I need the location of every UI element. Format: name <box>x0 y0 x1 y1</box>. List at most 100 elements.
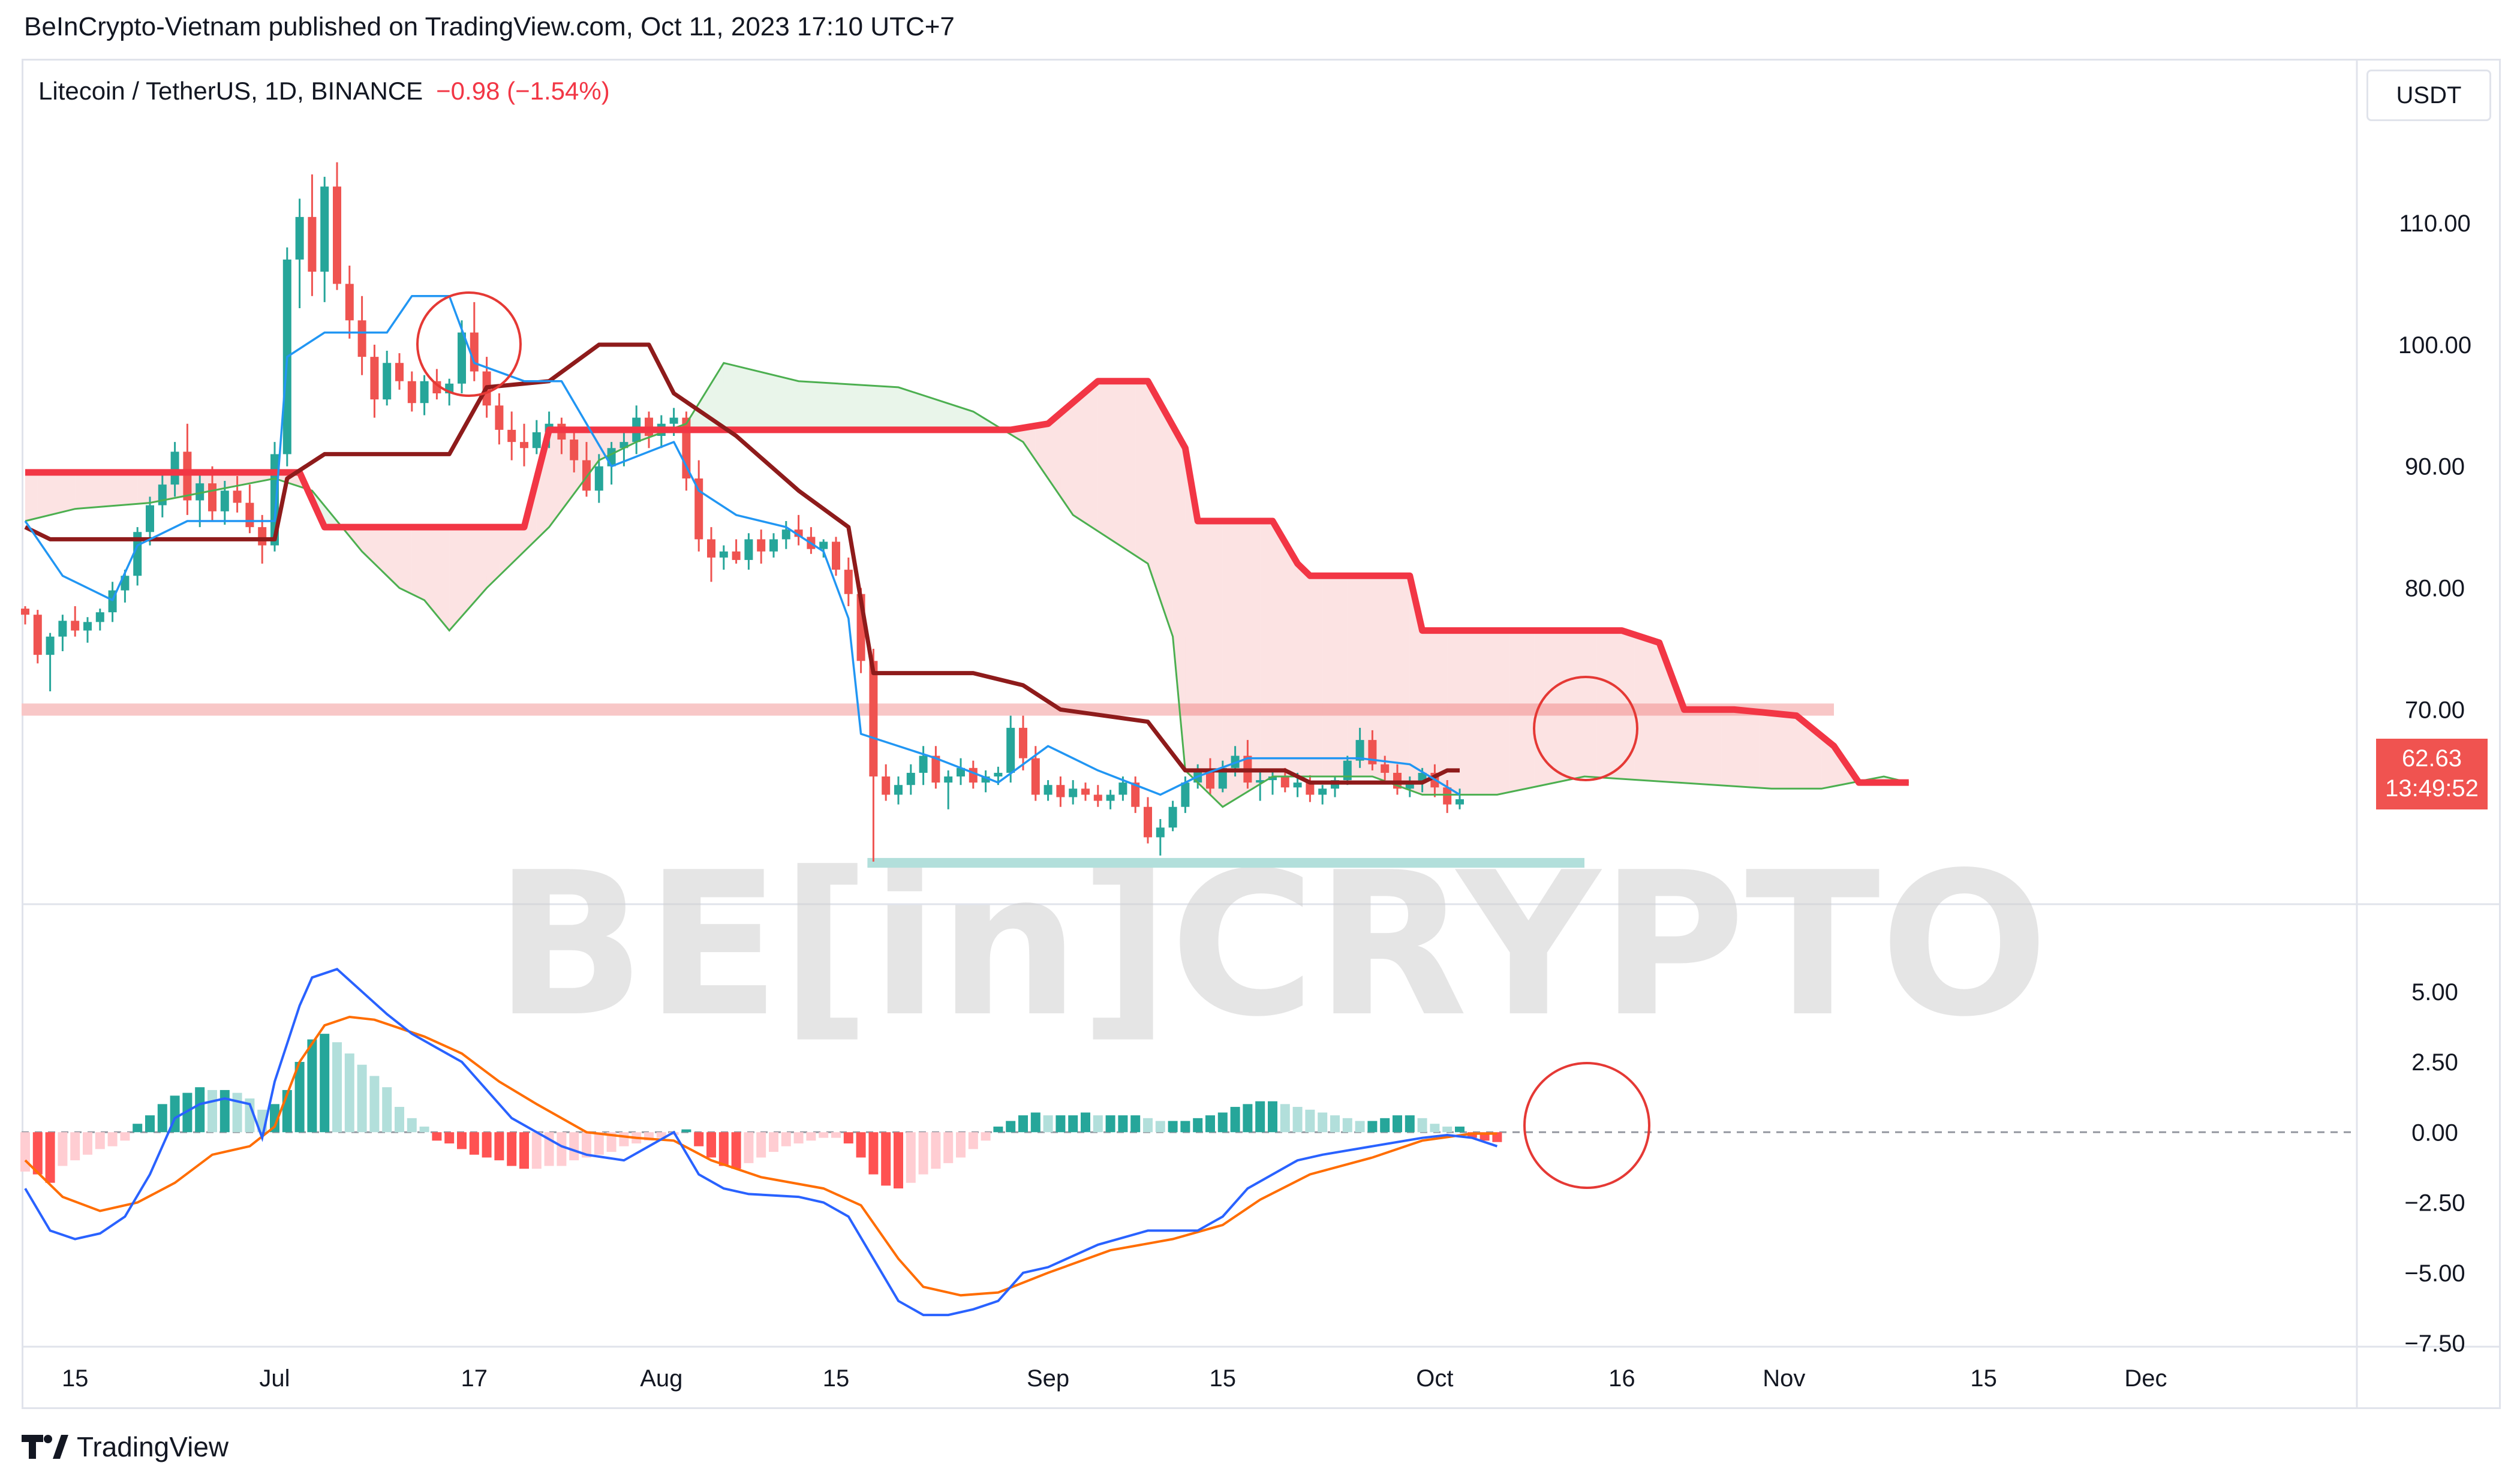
candle[interactable] <box>1056 776 1065 807</box>
candle[interactable] <box>707 527 715 582</box>
candle[interactable] <box>957 758 965 785</box>
macd-histogram-bar <box>968 1132 978 1149</box>
macd-histogram-bar <box>681 1129 691 1133</box>
candle[interactable] <box>420 375 429 416</box>
candle[interactable] <box>1306 775 1315 802</box>
candle[interactable] <box>981 770 990 793</box>
candle[interactable] <box>732 539 741 564</box>
candle[interactable] <box>582 442 591 497</box>
candle[interactable] <box>1093 785 1102 807</box>
candle[interactable] <box>1256 770 1265 801</box>
candle[interactable] <box>1069 780 1078 805</box>
candle[interactable] <box>1355 727 1364 768</box>
candle[interactable] <box>133 527 142 586</box>
candle[interactable] <box>196 472 205 528</box>
candle[interactable] <box>345 266 354 339</box>
cloud-segment <box>1634 634 1647 781</box>
cloud-segment <box>811 381 824 430</box>
candle[interactable] <box>570 429 579 472</box>
candle[interactable] <box>308 174 317 296</box>
candle[interactable] <box>1381 755 1390 781</box>
candle[interactable] <box>320 176 329 302</box>
candle[interactable] <box>1019 715 1027 770</box>
candle[interactable] <box>1044 780 1052 801</box>
candle[interactable] <box>407 371 416 412</box>
candle[interactable] <box>1456 788 1464 809</box>
candle[interactable] <box>919 746 928 785</box>
candle[interactable] <box>532 420 541 454</box>
candle[interactable] <box>95 609 104 631</box>
candle[interactable] <box>819 539 828 558</box>
candle[interactable] <box>832 537 840 576</box>
candle[interactable] <box>757 529 766 564</box>
candle[interactable] <box>1168 800 1177 832</box>
candle[interactable] <box>1106 790 1115 809</box>
candle[interactable] <box>1343 755 1352 785</box>
candle[interactable] <box>370 344 379 418</box>
currency-button[interactable]: USDT <box>2366 70 2491 121</box>
candle[interactable] <box>594 454 603 503</box>
cloud-segment <box>848 384 861 430</box>
candle[interactable] <box>1144 797 1152 844</box>
candle[interactable] <box>1218 760 1227 793</box>
candle[interactable] <box>520 423 528 466</box>
candle[interactable] <box>1368 730 1377 770</box>
candle[interactable] <box>781 521 790 549</box>
price-axis-tick: 100.00 <box>2398 332 2471 359</box>
candle[interactable] <box>769 533 778 558</box>
candle[interactable] <box>744 533 753 570</box>
candle[interactable] <box>794 514 803 546</box>
candle[interactable] <box>495 393 504 445</box>
candle-body <box>383 363 392 400</box>
candle[interactable] <box>33 610 42 664</box>
candle[interactable] <box>1443 780 1452 813</box>
candle-body <box>844 570 853 594</box>
candle[interactable] <box>882 764 891 801</box>
candle[interactable] <box>1206 758 1214 795</box>
cloud-segment <box>1123 381 1136 556</box>
candle[interactable] <box>357 296 366 375</box>
candle-body <box>458 332 466 384</box>
cloud-segment <box>25 472 38 521</box>
candle[interactable] <box>894 776 903 805</box>
candle[interactable] <box>1081 782 1090 801</box>
tradingview-footer[interactable]: TradingView <box>22 1431 228 1463</box>
candle[interactable] <box>931 746 940 789</box>
candle[interactable] <box>1156 819 1165 856</box>
symbol-name[interactable]: Litecoin / TetherUS, 1D, BINANCE <box>38 77 423 105</box>
candle[interactable] <box>21 606 29 625</box>
candle[interactable] <box>869 649 878 862</box>
candle[interactable] <box>108 582 117 622</box>
candle[interactable] <box>844 557 853 606</box>
macd-histogram-bar <box>457 1132 467 1149</box>
candle[interactable] <box>1006 715 1015 783</box>
candle[interactable] <box>333 162 341 290</box>
candle[interactable] <box>458 320 466 393</box>
candle[interactable] <box>295 198 304 308</box>
candle[interactable] <box>906 764 915 795</box>
candle[interactable] <box>395 353 404 390</box>
candle[interactable] <box>507 411 516 460</box>
candle[interactable] <box>1318 785 1327 805</box>
macd-pane <box>20 968 2357 1317</box>
candle[interactable] <box>470 302 479 381</box>
candle[interactable] <box>1131 776 1140 813</box>
candle[interactable] <box>83 617 92 643</box>
cloud-segment <box>1035 423 1048 478</box>
candle[interactable] <box>1331 776 1339 797</box>
candle[interactable] <box>71 606 80 637</box>
axes: 110.00 100.00 90.00 80.00 70.00 5.00 2.50 0.00 −… <box>62 210 2471 1392</box>
candle[interactable] <box>383 351 392 406</box>
candle[interactable] <box>719 545 728 570</box>
candle[interactable] <box>233 475 242 513</box>
macd-histogram-bar <box>1380 1118 1390 1133</box>
candle[interactable] <box>1405 776 1414 797</box>
candle[interactable] <box>58 615 67 652</box>
candle[interactable] <box>245 484 254 534</box>
candle[interactable] <box>1268 770 1277 795</box>
candle[interactable] <box>46 633 55 691</box>
candle[interactable] <box>694 460 703 552</box>
candle[interactable] <box>944 770 953 809</box>
cloud-segment <box>1484 630 1497 795</box>
